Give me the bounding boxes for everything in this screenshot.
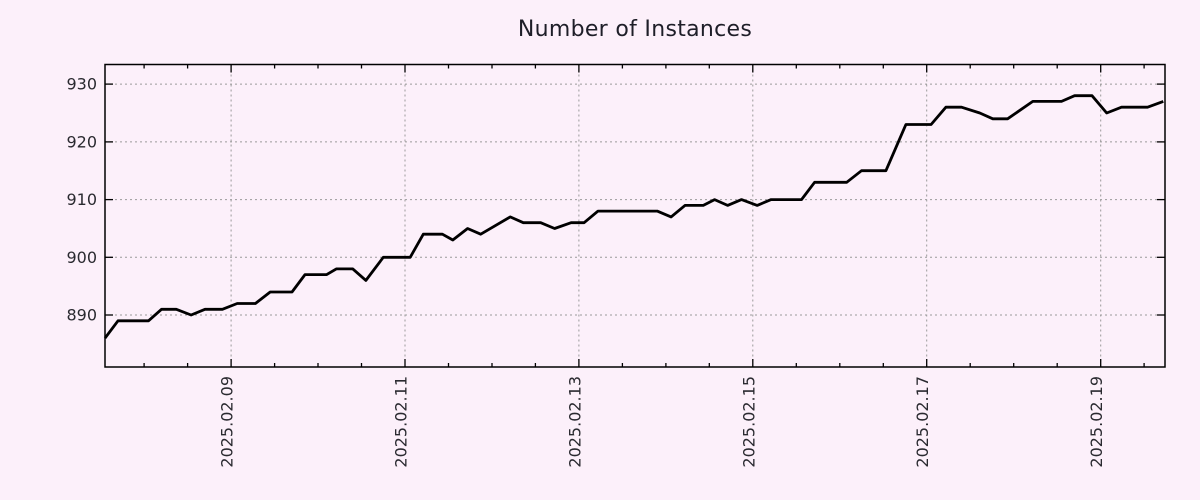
y-tick-label: 890 (66, 306, 97, 325)
x-tick-label: 2025.02.13 (565, 376, 584, 468)
x-tick-label: 2025.02.19 (1087, 376, 1106, 468)
y-tick-label: 900 (66, 248, 97, 267)
plot-border (104, 63, 1166, 368)
axis-ticks (105, 64, 1165, 367)
x-tick-label: 2025.02.15 (739, 376, 758, 468)
tick-labels: 890 900 910 920 930 2025.02.09 2025.02.11 2025.… (66, 75, 1106, 468)
y-tick-label: 910 (66, 190, 97, 209)
grid-lines (105, 64, 1165, 367)
x-tick-label: 2025.02.11 (392, 376, 411, 468)
x-tick-label: 2025.02.17 (913, 376, 932, 468)
chart-title: Number of Instances (517, 17, 753, 42)
x-tick-label: 2025.02.09 (218, 376, 237, 468)
y-tick-label: 920 (66, 132, 97, 151)
y-tick-label: 930 (66, 75, 97, 94)
data-line (103, 94, 1164, 339)
